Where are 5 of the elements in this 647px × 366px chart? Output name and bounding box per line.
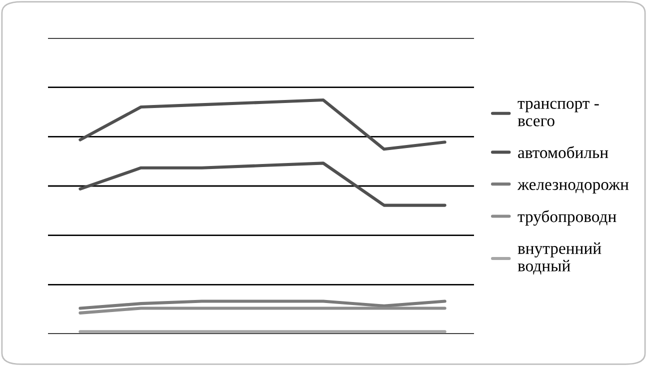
legend-label: внутренний водный [518, 242, 602, 275]
legend-label: трубопроводн [518, 210, 616, 226]
legend-label: железнодорожн [517, 182, 629, 194]
legend-label: транспорт - всего [518, 100, 599, 126]
legend-label: автомобильн [518, 146, 608, 158]
